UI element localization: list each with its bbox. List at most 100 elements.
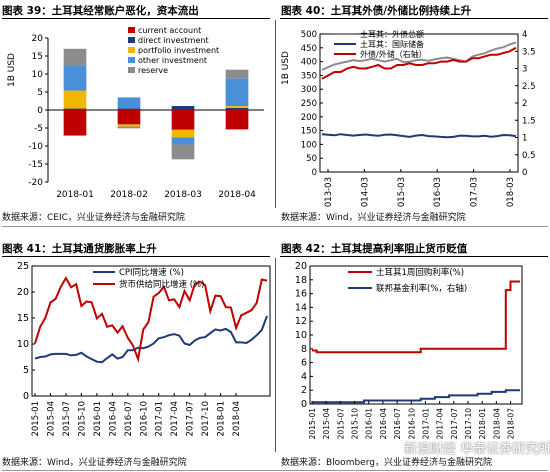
y-right-tick-label: 1.5 xyxy=(522,116,536,126)
bar-segment xyxy=(63,90,87,109)
column-divider-bottom xyxy=(275,258,276,452)
x-tick-label: 2015-04 xyxy=(46,401,56,437)
series-line xyxy=(321,133,517,139)
y-right-tick-label: 3 xyxy=(522,65,527,75)
watermark: 新浪财经 华泰证券研究所 xyxy=(404,442,550,457)
legend-label: direct investment xyxy=(138,36,209,45)
x-tick-label: 2016-07 xyxy=(124,401,134,437)
x-tick-label: 2017-10 xyxy=(201,401,211,437)
y-tick-label: 16 xyxy=(295,289,307,300)
legend-swatch xyxy=(128,47,135,53)
bar-segment xyxy=(225,106,249,108)
y-tick-label: 15 xyxy=(17,313,29,324)
y-right-tick-label: 1 xyxy=(522,134,527,144)
x-tick-label: 2018-07 xyxy=(507,408,516,440)
y-tick-label: 5 xyxy=(37,88,43,98)
x-tick-label: 2018-04 xyxy=(218,190,256,200)
y-right-tick-label: 2 xyxy=(522,99,527,109)
source-rule-top xyxy=(2,226,548,227)
legend-label: 货币供给同比增速 (%) xyxy=(119,279,204,290)
x-tick-label: 2014-03 xyxy=(360,177,370,208)
chart40-title-rule xyxy=(280,18,548,19)
legend-swatch xyxy=(128,37,135,43)
chart41-source: 数据来源：Wind，兴业证券经济与金融研究院 xyxy=(2,458,187,468)
chart39-source: 数据来源：CEIC，兴业证券经济与金融研究院 xyxy=(2,213,185,223)
y-tick-label: 0 xyxy=(301,399,307,410)
y-tick-label: 8 xyxy=(301,344,307,355)
y-right-tick-label: 0 xyxy=(522,168,527,178)
legend-label: 联邦基金利率(%，右轴) xyxy=(376,283,467,294)
y-right-tick-label: 2.5 xyxy=(522,82,536,92)
y-left-tick-label: 250 xyxy=(301,99,317,109)
x-tick-label: 2016-10 xyxy=(139,401,149,437)
x-tick-label: 2015-10 xyxy=(77,401,87,437)
legend-label: 土耳其1周回购利率(%) xyxy=(376,267,464,278)
chart40-plot: 50045040035030025020015010050043.532.521… xyxy=(281,29,536,208)
x-tick-label: 2015-10 xyxy=(351,408,360,440)
y-left-tick-label: 100 xyxy=(301,140,317,150)
x-tick-label: 2017-01 xyxy=(421,408,430,440)
x-tick-label: 2018-03 xyxy=(506,177,516,208)
y-tick-label: -5 xyxy=(34,124,43,134)
x-tick-label: 2015-04 xyxy=(322,408,331,440)
x-tick-label: 2018-01 xyxy=(217,401,227,437)
legend-label: 土耳其：外债总额 xyxy=(360,29,424,39)
legend-label: CPI同比增速 (%) xyxy=(119,267,184,278)
bar-segment xyxy=(171,110,195,130)
y-tick-label: 20 xyxy=(17,287,29,298)
y-tick-label: -10 xyxy=(28,142,43,152)
x-tick-label: 2016-01 xyxy=(93,401,103,437)
chart39-title-rule xyxy=(2,18,270,19)
x-tick-label: 2013-03 xyxy=(324,177,334,208)
series-line xyxy=(34,315,268,364)
y-axis-label: 1B USD xyxy=(7,53,17,87)
bar-segment xyxy=(171,129,195,138)
x-tick-label: 2017-04 xyxy=(436,408,445,440)
x-tick-label: 2016-03 xyxy=(433,177,443,208)
x-tick-label: 2016-04 xyxy=(379,408,388,440)
legend-label: reserve xyxy=(138,66,168,75)
y-tick-label: 2 xyxy=(301,385,307,396)
x-tick-label: 2016-04 xyxy=(108,401,118,437)
series-line xyxy=(312,280,520,354)
bar-segment xyxy=(171,106,195,110)
x-tick-label: 2017-10 xyxy=(464,408,473,440)
bar-segment xyxy=(117,110,141,125)
y-left-tick-label: 150 xyxy=(301,127,317,137)
y-tick-label: 20 xyxy=(32,34,44,44)
y-tick-label: 10 xyxy=(295,330,307,341)
y-tick-label: 10 xyxy=(32,70,44,80)
series-line xyxy=(321,46,517,80)
chart41-title: 图表 41：土耳其通货膨胀率上升 xyxy=(2,243,157,255)
x-tick-label: 2018-01 xyxy=(56,190,94,200)
x-tick-label: 2016-01 xyxy=(365,408,374,440)
y-axis-label: 1B USD xyxy=(281,51,291,85)
source-rule-bottom xyxy=(2,470,548,471)
x-tick-label: 2015-07 xyxy=(336,408,345,440)
legend-swatch xyxy=(128,27,135,33)
bar-segment xyxy=(225,107,249,110)
y-tick-label: 5 xyxy=(23,365,29,376)
bar-segment xyxy=(225,110,249,130)
x-tick-label: 2017-03 xyxy=(470,177,480,208)
chart42-title: 图表 42：土耳其提高利率阻止货币贬值 xyxy=(281,243,468,255)
chart40-title: 图表 40：土耳其外债/外储比例持续上升 xyxy=(281,5,472,17)
x-tick-label: 2018-04 xyxy=(232,401,242,437)
series-line xyxy=(34,275,268,363)
x-tick-label: 2017-04 xyxy=(170,401,180,437)
y-left-tick-label: 0 xyxy=(312,168,317,178)
chart41-title-rule xyxy=(2,256,270,257)
y-left-tick-label: 450 xyxy=(301,44,317,54)
y-tick-label: 25 xyxy=(17,261,29,272)
legend-swatch xyxy=(128,57,135,63)
bar-segment xyxy=(117,108,141,110)
x-tick-label: 2017-01 xyxy=(155,401,165,437)
legend-label: current account xyxy=(138,26,201,35)
series-line xyxy=(312,389,520,404)
legend-label: other investment xyxy=(138,56,207,65)
y-right-tick-label: 4 xyxy=(522,30,527,40)
y-tick-label: -15 xyxy=(28,160,43,170)
x-tick-label: 2018-04 xyxy=(492,408,501,440)
y-tick-label: 0 xyxy=(23,391,29,402)
